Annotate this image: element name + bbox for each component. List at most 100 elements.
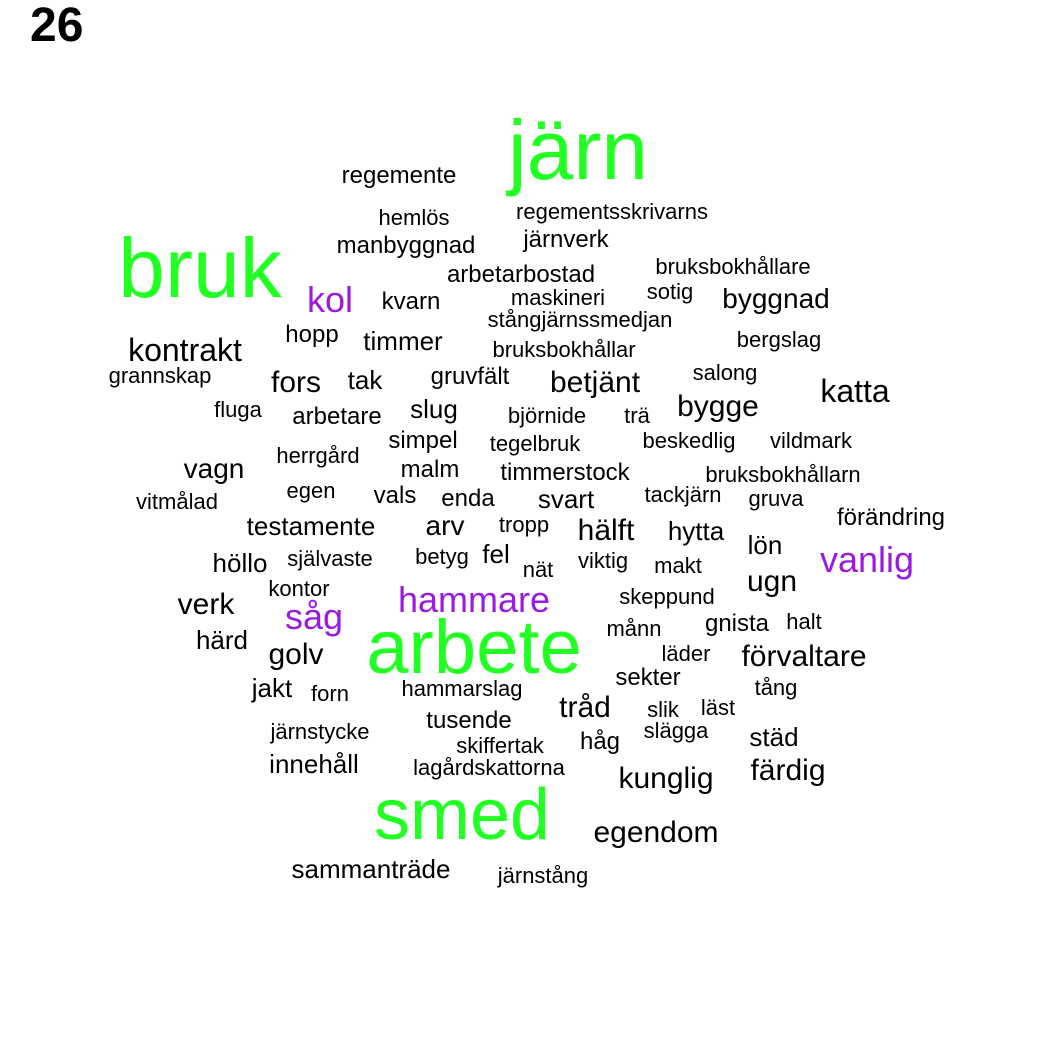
cloud-word: gruva bbox=[748, 486, 804, 511]
cloud-word: egen bbox=[286, 478, 336, 503]
cloud-word: ugn bbox=[746, 565, 798, 598]
cloud-word: innehåll bbox=[269, 749, 359, 779]
cloud-word: salong bbox=[692, 360, 758, 385]
cloud-word: grannskap bbox=[108, 363, 212, 388]
cloud-word: makt bbox=[654, 553, 702, 578]
cloud-word: egendom bbox=[593, 816, 719, 849]
cloud-word: halt bbox=[786, 609, 822, 634]
cloud-word: smed bbox=[373, 775, 551, 855]
cloud-word: golv bbox=[268, 638, 324, 671]
page-number: 26 bbox=[30, 0, 84, 52]
cloud-word: bruksbokhållare bbox=[655, 254, 811, 279]
cloud-word: slug bbox=[410, 394, 458, 424]
cloud-word: slik bbox=[647, 697, 679, 722]
cloud-word: såg bbox=[284, 596, 344, 637]
cloud-word: beskedlig bbox=[642, 428, 736, 453]
cloud-word: betyg bbox=[415, 544, 469, 569]
cloud-word: katta bbox=[820, 373, 890, 409]
cloud-word: simpel bbox=[388, 427, 458, 454]
cloud-word: månn bbox=[606, 616, 662, 641]
cloud-word: järnstycke bbox=[270, 719, 370, 744]
cloud-word: hälft bbox=[577, 514, 635, 547]
cloud-word: fors bbox=[270, 366, 322, 399]
cloud-word: svart bbox=[537, 484, 595, 514]
cloud-word: sotig bbox=[646, 279, 694, 304]
cloud-word: läder bbox=[661, 641, 711, 666]
cloud-word: hammarslag bbox=[401, 676, 523, 701]
cloud-word: manbyggnad bbox=[336, 232, 476, 259]
cloud-word: byggnad bbox=[722, 283, 830, 314]
cloud-word: städ bbox=[749, 722, 799, 752]
cloud-word: nät bbox=[522, 557, 554, 582]
cloud-word: arbetare bbox=[292, 403, 382, 430]
cloud-word: lön bbox=[747, 530, 783, 560]
cloud-word: tropp bbox=[498, 512, 550, 537]
cloud-word: fluga bbox=[214, 397, 262, 422]
cloud-word: bergslag bbox=[736, 327, 822, 352]
cloud-word: vitmålad bbox=[136, 489, 218, 514]
cloud-word: förvaltare bbox=[741, 640, 867, 673]
cloud-word: kontor bbox=[268, 576, 330, 601]
cloud-word: vagn bbox=[183, 453, 245, 484]
cloud-word: arbetarbostad bbox=[446, 261, 596, 288]
cloud-word: herrgård bbox=[276, 443, 360, 468]
cloud-word: stångjärnssmedjan bbox=[487, 307, 673, 332]
cloud-word: järnstång bbox=[497, 863, 589, 888]
cloud-word: arbete bbox=[366, 605, 582, 690]
cloud-word: hammare bbox=[397, 579, 551, 620]
cloud-word: maskineri bbox=[510, 285, 606, 310]
cloud-word: vildmark bbox=[770, 428, 852, 453]
cloud-word: tång bbox=[754, 675, 798, 700]
cloud-word: vanlig bbox=[819, 539, 915, 580]
cloud-word: timmerstock bbox=[500, 459, 630, 486]
cloud-word: läst bbox=[700, 695, 736, 720]
cloud-word: betjänt bbox=[549, 366, 641, 399]
cloud-word: lagårdskattorna bbox=[413, 755, 565, 780]
cloud-word: sammanträde bbox=[291, 854, 451, 884]
cloud-word: björnide bbox=[507, 403, 587, 428]
cloud-word: sekter bbox=[615, 664, 681, 691]
cloud-word: hytta bbox=[667, 516, 725, 546]
cloud-word: tråd bbox=[559, 691, 611, 724]
cloud-word: gnista bbox=[704, 610, 770, 637]
cloud-word: skeppund bbox=[619, 584, 715, 609]
cloud-word: skiffertak bbox=[456, 733, 544, 758]
cloud-word: verk bbox=[177, 588, 235, 621]
cloud-word: gruvfält bbox=[430, 363, 510, 390]
cloud-word: forn bbox=[311, 681, 349, 706]
cloud-word: timmer bbox=[363, 326, 443, 356]
cloud-word: järn bbox=[507, 103, 649, 197]
cloud-word: bruksbokhållarn bbox=[705, 462, 861, 487]
cloud-word: kontrakt bbox=[128, 332, 242, 368]
cloud-word: tusende bbox=[426, 707, 512, 734]
cloud-word: hopp bbox=[285, 321, 339, 348]
cloud-word: viktig bbox=[577, 548, 629, 573]
cloud-word: färdig bbox=[750, 754, 826, 787]
cloud-word: bygge bbox=[677, 390, 759, 423]
cloud-word: tegelbruk bbox=[489, 431, 581, 456]
cloud-word: fel bbox=[482, 539, 510, 569]
cloud-word: bruksbokhållar bbox=[492, 337, 636, 362]
cloud-word: trä bbox=[624, 403, 650, 428]
cloud-word: kvarn bbox=[381, 288, 441, 315]
cloud-word: härd bbox=[195, 625, 249, 655]
cloud-word: regemente bbox=[341, 162, 457, 189]
cloud-word: förändring bbox=[836, 504, 946, 531]
cloud-word: malm bbox=[400, 456, 460, 483]
cloud-word: slägga bbox=[643, 718, 709, 743]
cloud-word: hemlös bbox=[378, 205, 450, 230]
cloud-word: vals bbox=[373, 482, 417, 509]
cloud-word: arv bbox=[425, 510, 465, 541]
cloud-word: tak bbox=[347, 365, 383, 395]
cloud-word: jakt bbox=[251, 673, 293, 703]
cloud-word: järnverk bbox=[523, 226, 609, 253]
cloud-word: regementsskrivarns bbox=[516, 199, 708, 224]
cloud-word: tackjärn bbox=[644, 482, 722, 507]
cloud-word: håg bbox=[579, 728, 621, 755]
cloud-word: höllo bbox=[212, 548, 268, 578]
cloud-word: testamente bbox=[246, 511, 376, 541]
cloud-word: enda bbox=[441, 485, 495, 512]
cloud-word: bruk bbox=[118, 221, 282, 315]
cloud-word: självaste bbox=[287, 546, 373, 571]
